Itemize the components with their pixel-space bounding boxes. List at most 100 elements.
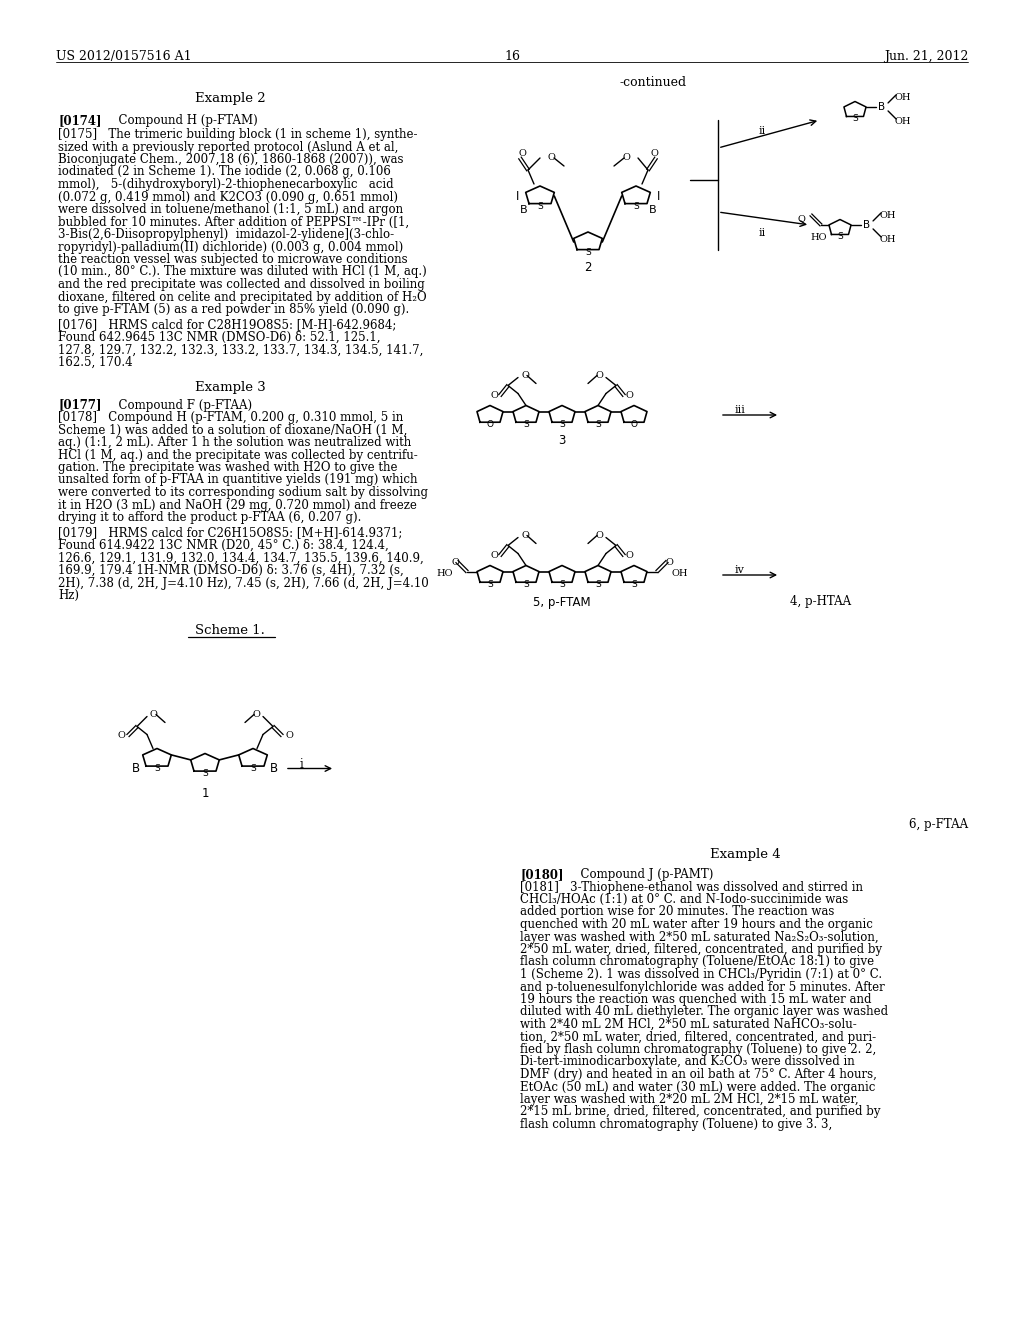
Text: O: O [451,557,459,566]
Text: S: S [595,420,601,429]
Text: S: S [559,581,565,589]
Text: and p-toluenesulfonylchloride was added for 5 minutes. After: and p-toluenesulfonylchloride was added … [520,981,885,994]
Text: Scheme 1) was added to a solution of dioxane/NaOH (1 M,: Scheme 1) was added to a solution of dio… [58,424,408,437]
Text: S: S [202,770,208,779]
Text: drying it to afford the product p-FTAA (6, 0.207 g).: drying it to afford the product p-FTAA (… [58,511,361,524]
Text: 6, p-FTAA: 6, p-FTAA [909,818,968,832]
Text: OH: OH [671,569,687,578]
Text: HO: HO [811,232,827,242]
Text: HO: HO [436,569,453,578]
Text: O: O [626,550,634,560]
Text: Jun. 21, 2012: Jun. 21, 2012 [884,50,968,63]
Text: mmol),   5-(dihydroxyboryl)-2-thiophenecarboxylic   acid: mmol), 5-(dihydroxyboryl)-2-thiophenecar… [58,178,393,191]
Text: 19 hours the reaction was quenched with 15 mL water and: 19 hours the reaction was quenched with … [520,993,871,1006]
Text: flash column chromatography (Toluene/EtOAc 18:1) to give: flash column chromatography (Toluene/EtO… [520,956,874,969]
Text: sized with a previously reported protocol (Aslund A et al,: sized with a previously reported protoco… [58,140,398,153]
Text: [0180]: [0180] [520,869,563,880]
Text: ii: ii [759,228,766,238]
Text: iodinated (2 in Scheme 1). The iodide (2, 0.068 g, 0.106: iodinated (2 in Scheme 1). The iodide (2… [58,165,391,178]
Text: Example 2: Example 2 [195,92,265,106]
Text: 162.5, 170.4: 162.5, 170.4 [58,356,133,370]
Text: Example 3: Example 3 [195,380,265,393]
Text: O: O [650,149,658,158]
Text: OH: OH [879,211,896,220]
Text: were dissolved in toluene/methanol (1:1, 5 mL) and argon: were dissolved in toluene/methanol (1:1,… [58,203,403,216]
Text: 2H), 7.38 (d, 2H, J=4.10 Hz), 7.45 (s, 2H), 7.66 (d, 2H, J=4.10: 2H), 7.38 (d, 2H, J=4.10 Hz), 7.45 (s, 2… [58,577,429,590]
Text: B: B [520,205,527,215]
Text: [0178]   Compound H (p-FTAM, 0.200 g, 0.310 mmol, 5 in: [0178] Compound H (p-FTAM, 0.200 g, 0.31… [58,411,403,424]
Text: 169.9, 179.4 1H-NMR (DMSO-D6) δ: 3.76 (s, 4H), 7.32 (s,: 169.9, 179.4 1H-NMR (DMSO-D6) δ: 3.76 (s… [58,564,403,577]
Text: O: O [521,531,528,540]
Text: Compound H (p-FTAM): Compound H (p-FTAM) [111,114,258,127]
Text: gation. The precipitate was washed with H2O to give the: gation. The precipitate was washed with … [58,461,397,474]
Text: S: S [631,581,637,589]
Text: [0176]   HRMS calcd for C28H19O8S5: [M-H]-642.9684;: [0176] HRMS calcd for C28H19O8S5: [M-H]-… [58,318,396,331]
Text: HCl (1 M, aq.) and the precipitate was collected by centrifu-: HCl (1 M, aq.) and the precipitate was c… [58,449,418,462]
Text: i: i [299,758,303,771]
Text: O: O [252,710,260,719]
Text: iv: iv [735,565,744,576]
Text: flash column chromatography (Toluene) to give 3. 3,: flash column chromatography (Toluene) to… [520,1118,833,1131]
Text: OH: OH [894,117,910,125]
Text: S: S [538,202,543,211]
Text: O: O [626,391,634,400]
Text: B: B [132,762,139,775]
Text: [0179]   HRMS calcd for C26H15O8S5: [M+H]-614.9371;: [0179] HRMS calcd for C26H15O8S5: [M+H]-… [58,527,402,540]
Text: 1: 1 [202,787,209,800]
Text: unsalted form of p-FTAA in quantitive yields (191 mg) which: unsalted form of p-FTAA in quantitive yi… [58,474,418,487]
Text: O: O [486,420,494,429]
Text: S: S [250,764,256,774]
Text: O: O [490,550,498,560]
Text: O: O [117,731,125,741]
Text: Found 614.9422 13C NMR (D20, 45° C.) δ: 38.4, 124.4,: Found 614.9422 13C NMR (D20, 45° C.) δ: … [58,539,389,552]
Text: Di-tert-iminodicarboxylate, and K₂CO₃ were dissolved in: Di-tert-iminodicarboxylate, and K₂CO₃ we… [520,1056,855,1068]
Text: fied by flash column chromatography (Toluene) to give 2. 2,: fied by flash column chromatography (Tol… [520,1043,877,1056]
Text: Compound J (p-PAMT): Compound J (p-PAMT) [573,869,714,880]
Text: EtOAc (50 mL) and water (30 mL) were added. The organic: EtOAc (50 mL) and water (30 mL) were add… [520,1081,876,1093]
Text: 1 (Scheme 2). 1 was dissolved in CHCl₃/Pyridin (7:1) at 0° C.: 1 (Scheme 2). 1 was dissolved in CHCl₃/P… [520,968,882,981]
Text: Scheme 1.: Scheme 1. [195,623,265,636]
Text: S: S [633,202,639,211]
Text: the reaction vessel was subjected to microwave conditions: the reaction vessel was subjected to mic… [58,253,408,267]
Text: Example 4: Example 4 [710,847,780,861]
Text: OH: OH [894,92,910,102]
Text: S: S [559,420,565,429]
Text: Bioconjugate Chem., 2007,18 (6), 1860-1868 (2007)), was: Bioconjugate Chem., 2007,18 (6), 1860-18… [58,153,403,166]
Text: and the red precipitate was collected and dissolved in boiling: and the red precipitate was collected an… [58,279,425,290]
Text: quenched with 20 mL water after 19 hours and the organic: quenched with 20 mL water after 19 hours… [520,917,872,931]
Text: 2*50 mL water, dried, filtered, concentrated, and purified by: 2*50 mL water, dried, filtered, concentr… [520,942,882,956]
Text: [0174]: [0174] [58,114,101,127]
Text: layer was washed with 2*20 mL 2M HCl, 2*15 mL water,: layer was washed with 2*20 mL 2M HCl, 2*… [520,1093,859,1106]
Text: [0175]   The trimeric building block (1 in scheme 1), synthe-: [0175] The trimeric building block (1 in… [58,128,418,141]
Text: 3-Bis(2,6-Diisopropylphenyl)  imidazol-2-ylidene](3-chlo-: 3-Bis(2,6-Diisopropylphenyl) imidazol-2-… [58,228,394,242]
Text: ropyridyl)-palladium(II) dichloride) (0.003 g, 0.004 mmol): ropyridyl)-palladium(II) dichloride) (0.… [58,240,403,253]
Text: US 2012/0157516 A1: US 2012/0157516 A1 [56,50,191,63]
Text: tion, 2*50 mL water, dried, filtered, concentrated, and puri-: tion, 2*50 mL water, dried, filtered, co… [520,1031,877,1044]
Text: 16: 16 [504,50,520,63]
Text: O: O [150,710,158,719]
Text: O: O [490,391,498,400]
Text: Found 642.9645 13C NMR (DMSO-D6) δ: 52.1, 125.1,: Found 642.9645 13C NMR (DMSO-D6) δ: 52.1… [58,331,381,345]
Text: B: B [863,220,870,230]
Text: were converted to its corresponding sodium salt by dissolving: were converted to its corresponding sodi… [58,486,428,499]
Text: bubbled for 10 minutes. After addition of PEPPSI™-IPr ([1,: bubbled for 10 minutes. After addition o… [58,215,410,228]
Text: O: O [548,153,556,162]
Text: 126.6, 129.1, 131.9, 132.0, 134.4, 134.7, 135.5, 139.6, 140.9,: 126.6, 129.1, 131.9, 132.0, 134.4, 134.7… [58,552,424,565]
Text: S: S [487,581,493,589]
Text: B: B [879,102,886,112]
Text: 3: 3 [558,434,565,446]
Text: S: S [523,581,528,589]
Text: O: O [595,371,603,380]
Text: (10 min., 80° C.). The mixture was diluted with HCl (1 M, aq.): (10 min., 80° C.). The mixture was dilut… [58,265,427,279]
Text: O: O [285,731,293,741]
Text: ii: ii [759,125,766,136]
Text: (0.072 g, 0.419 mmol) and K2CO3 (0.090 g, 0.651 mmol): (0.072 g, 0.419 mmol) and K2CO3 (0.090 g… [58,190,398,203]
Text: dioxane, filtered on celite and precipitated by addition of H₂O: dioxane, filtered on celite and precipit… [58,290,427,304]
Text: O: O [665,557,673,566]
Text: layer was washed with 2*50 mL saturated Na₂S₂O₃-solution,: layer was washed with 2*50 mL saturated … [520,931,879,944]
Text: S: S [838,232,843,242]
Text: S: S [523,420,528,429]
Text: [0181]   3-Thiophene-ethanol was dissolved and stirred in: [0181] 3-Thiophene-ethanol was dissolved… [520,880,863,894]
Text: diluted with 40 mL diethyleter. The organic layer was washed: diluted with 40 mL diethyleter. The orga… [520,1006,888,1019]
Text: DMF (dry) and heated in an oil bath at 75° C. After 4 hours,: DMF (dry) and heated in an oil bath at 7… [520,1068,877,1081]
